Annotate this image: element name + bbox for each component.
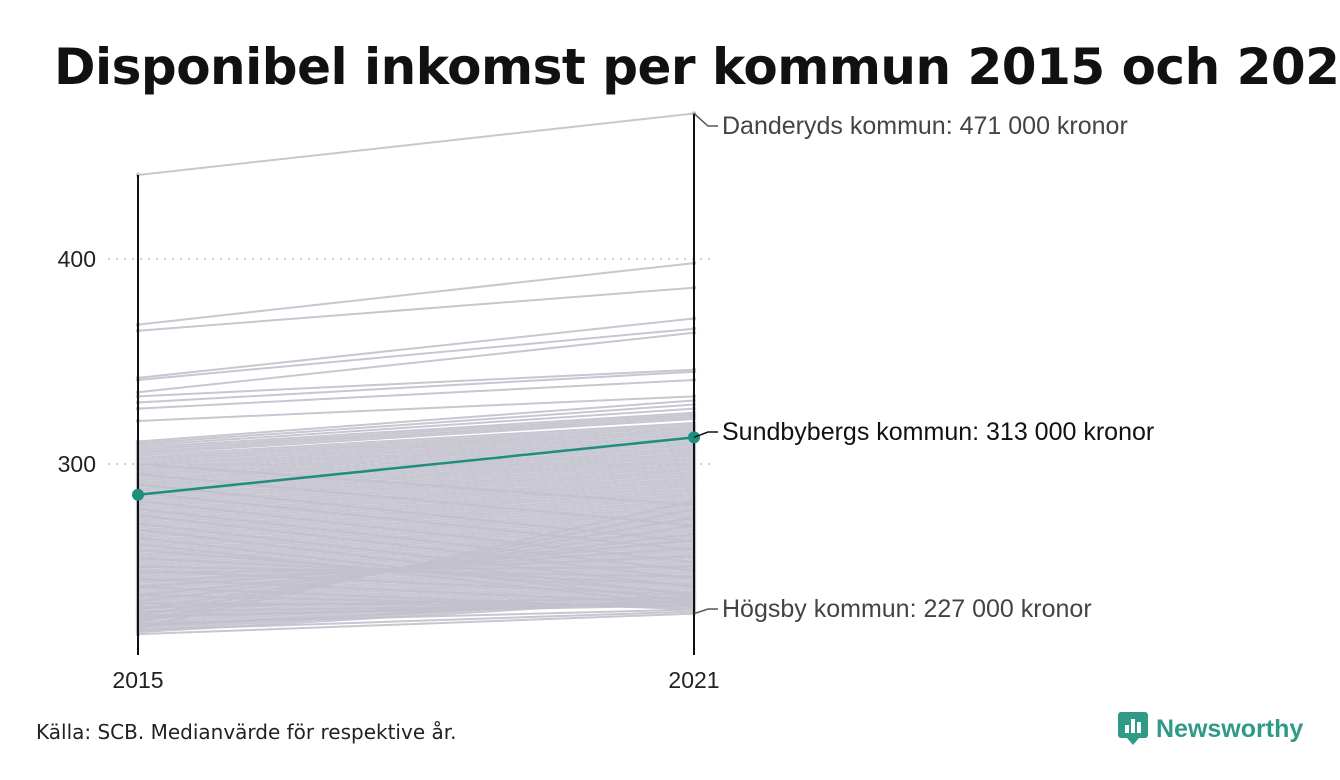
series-line (137, 370, 695, 404)
series-line (137, 368, 695, 398)
series-line (137, 499, 695, 535)
series-line (137, 569, 695, 597)
series-line (137, 530, 695, 566)
series-line (137, 399, 695, 443)
newsworthy-logo-icon (1118, 712, 1148, 745)
series-line (137, 596, 695, 609)
series-line (137, 542, 695, 607)
series-line (137, 411, 695, 449)
y-tick-label-300: 300 (58, 451, 96, 477)
series-line (137, 508, 695, 543)
series-line (137, 524, 695, 611)
label-danderyd-leader (693, 112, 718, 127)
series-line (137, 395, 695, 422)
series-line (137, 430, 695, 465)
label-hogsby: Högsby kommun: 227 000 kronor (722, 595, 1092, 623)
series-line (137, 469, 695, 504)
series-line (137, 540, 695, 576)
label-danderyd: Danderyds kommun: 471 000 kronor (722, 112, 1128, 140)
label-sundbyberg-leader (693, 431, 718, 439)
highlight-point-2015 (132, 488, 144, 501)
series-line (137, 483, 695, 543)
series-line (137, 452, 695, 488)
brand[interactable]: Newsworthy (1118, 712, 1303, 746)
series-line (137, 331, 695, 394)
series-line (137, 565, 695, 578)
series-line (137, 112, 695, 176)
series-line (137, 594, 695, 629)
series-line (137, 493, 695, 529)
series-line (137, 608, 695, 625)
series-line (137, 426, 695, 461)
series-line (137, 460, 695, 496)
label-hogsby-leader (693, 608, 718, 615)
x-tick-label-2021: 2021 (668, 667, 719, 693)
series-lines (135, 111, 697, 637)
series-line (137, 565, 695, 574)
series-line (137, 518, 695, 554)
series-line (137, 444, 695, 480)
series-line (137, 450, 695, 486)
series-line (137, 501, 695, 537)
series-line (137, 596, 695, 632)
series-line (137, 407, 695, 447)
series-line (137, 446, 695, 482)
series-line (137, 403, 695, 445)
series-line (137, 473, 695, 527)
source-note: Källa: SCB. Medianvärde för respektive å… (36, 720, 457, 744)
series-line (137, 415, 695, 453)
series-line (137, 422, 695, 457)
brand-name: Newsworthy (1156, 714, 1304, 743)
series-line (137, 424, 695, 459)
series-line (137, 536, 695, 572)
series-line (137, 499, 695, 564)
series-line (137, 463, 695, 498)
series-line (137, 499, 695, 629)
series-line (137, 327, 695, 381)
series-line (137, 612, 695, 636)
series-line (137, 317, 695, 379)
series-line (137, 563, 695, 599)
series-line (137, 434, 695, 470)
series-line (137, 378, 695, 410)
series-line (137, 286, 695, 332)
series-line (137, 555, 695, 582)
series-line (137, 438, 695, 474)
series-line (137, 522, 695, 588)
series-line (137, 491, 695, 552)
series-line (137, 479, 695, 515)
series-line (137, 516, 695, 617)
series-line (137, 604, 695, 617)
series-line (137, 417, 695, 455)
series-line (137, 471, 695, 506)
y-tick-label-400: 400 (58, 246, 96, 272)
series-line (137, 524, 695, 560)
series-line (137, 481, 695, 517)
series-line (137, 463, 695, 506)
axes: 300 400 2015 2021 (58, 113, 720, 693)
series-line (137, 458, 695, 494)
series-line (137, 487, 695, 523)
chart-title: Disponibel inkomst per kommun 2015 och 2… (54, 38, 1340, 96)
series-line (137, 477, 695, 513)
x-tick-label-2015: 2015 (112, 667, 163, 693)
series-line (137, 528, 695, 597)
series-line (137, 475, 695, 511)
series-line (137, 428, 695, 463)
label-sundbyberg: Sundbybergs kommun: 313 000 kronor (722, 418, 1154, 446)
annotations: Danderyds kommun: 471 000 kronor Sundbybe… (693, 112, 1154, 623)
series-line (137, 610, 695, 632)
series-line (137, 436, 695, 472)
series-line (137, 432, 695, 468)
series-line (137, 262, 695, 326)
series-line (137, 413, 695, 451)
series-line (137, 489, 695, 525)
highlight-line (137, 436, 695, 496)
series-line (137, 485, 695, 521)
series-line (137, 559, 695, 595)
